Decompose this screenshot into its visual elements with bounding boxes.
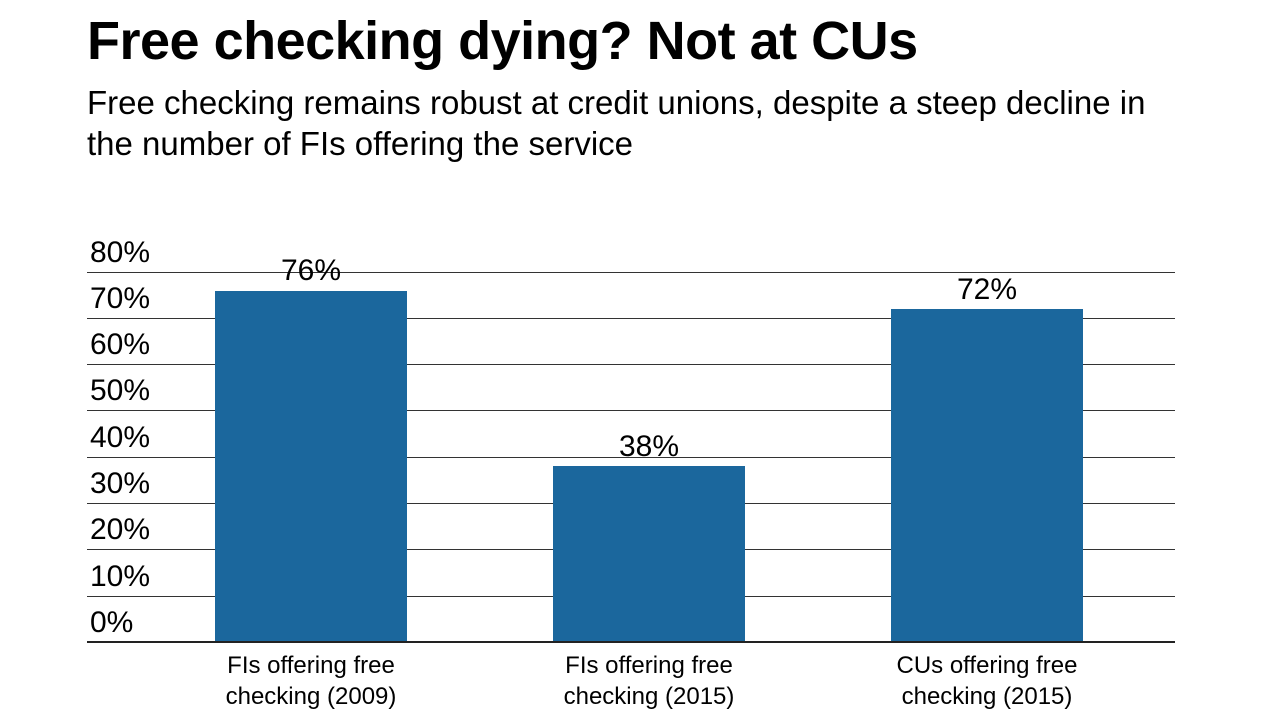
bar-fis-2009	[215, 290, 407, 642]
y-tick-label: 30%	[90, 467, 151, 500]
x-label-line: checking (2015)	[563, 683, 735, 710]
x-category-label: FIs offering free checking (2009)	[181, 650, 441, 712]
chart-title: Free checking dying? Not at CUs	[87, 11, 918, 71]
x-label-line: FIs offering free	[565, 652, 733, 679]
gridline-50	[87, 410, 1175, 411]
bar-value-label: 38%	[618, 430, 680, 463]
gridline-80	[87, 272, 1175, 273]
x-label-line: checking (2009)	[225, 683, 397, 710]
bar-value-label: 76%	[280, 254, 342, 287]
gridline-60	[87, 364, 1175, 365]
x-category-label: CUs offering free checking (2015)	[857, 650, 1117, 712]
gridline-40	[87, 457, 1175, 458]
bar-fis-2015	[553, 466, 745, 642]
y-tick-label: 50%	[90, 374, 151, 407]
y-tick-label: 40%	[90, 421, 151, 454]
x-label-line: checking (2015)	[901, 683, 1073, 710]
x-label-line: CUs offering free	[896, 652, 1078, 679]
y-tick-label: 20%	[90, 513, 151, 546]
y-tick-label: 60%	[90, 328, 151, 361]
x-category-label: FIs offering free checking (2015)	[519, 650, 779, 712]
bar-value-label: 72%	[956, 273, 1018, 306]
y-tick-label: 0%	[90, 606, 134, 639]
chart-subtitle: Free checking remains robust at credit u…	[87, 84, 1146, 162]
y-tick-label: 70%	[90, 282, 151, 315]
y-tick-label: 80%	[90, 236, 151, 269]
bar-cus-2015	[891, 309, 1083, 642]
x-axis-baseline	[87, 641, 1175, 643]
gridline-70	[87, 318, 1175, 319]
x-label-line: FIs offering free	[227, 652, 395, 679]
y-tick-label: 10%	[90, 560, 151, 593]
